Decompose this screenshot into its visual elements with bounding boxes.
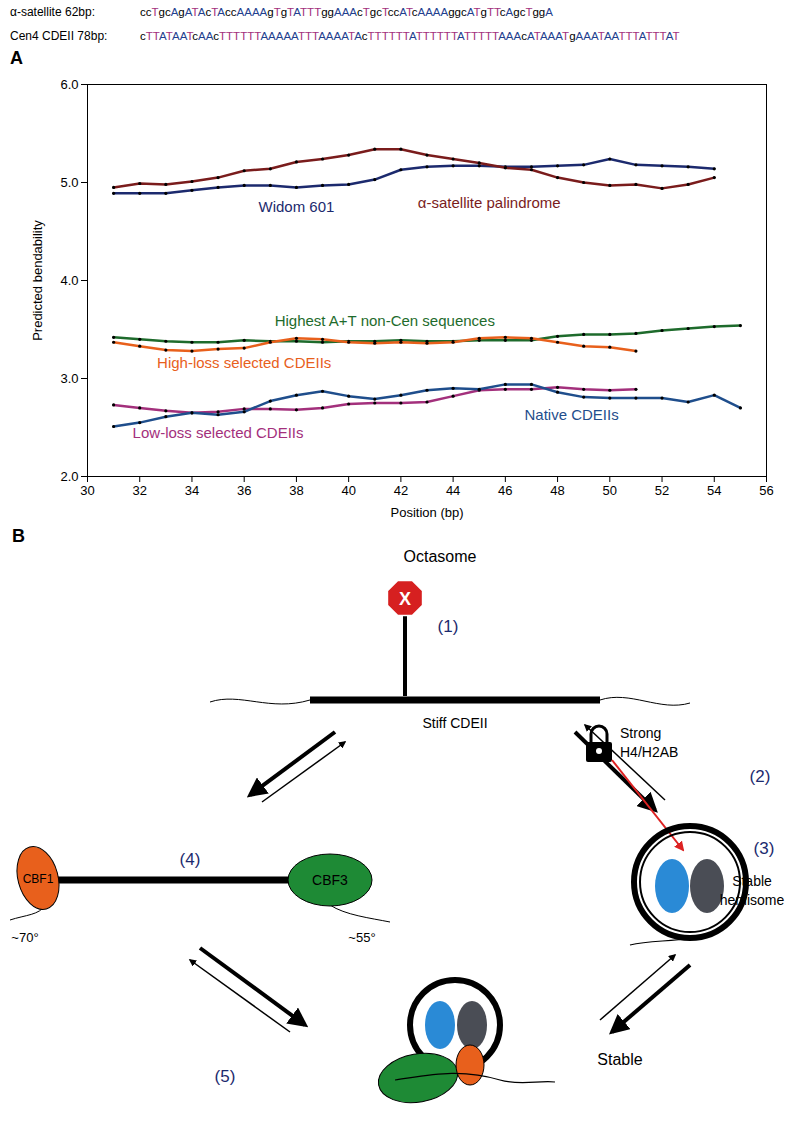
svg-text:48: 48: [550, 483, 564, 498]
svg-text:hemisome: hemisome: [720, 892, 785, 908]
svg-text:X: X: [399, 589, 411, 609]
svg-text:3.0: 3.0: [60, 371, 78, 386]
svg-text:Stable: Stable: [732, 873, 772, 889]
svg-text:40: 40: [341, 483, 355, 498]
svg-text:Octasome: Octasome: [404, 548, 477, 565]
svg-text:34: 34: [185, 483, 199, 498]
svg-text:Widom 601: Widom 601: [258, 198, 334, 215]
svg-text:36: 36: [237, 483, 251, 498]
svg-text:Native CDEIIs: Native CDEIIs: [524, 406, 618, 423]
svg-text:Stable: Stable: [597, 1051, 642, 1068]
svg-text:44: 44: [446, 483, 460, 498]
svg-text:Position (bp): Position (bp): [391, 505, 464, 520]
svg-text:2.0: 2.0: [60, 469, 78, 484]
svg-text:B: B: [12, 526, 25, 546]
svg-text:46: 46: [498, 483, 512, 498]
svg-text:32: 32: [132, 483, 146, 498]
svg-text:Stiff CDEII: Stiff CDEII: [422, 715, 487, 731]
svg-text:(5): (5): [215, 1067, 236, 1086]
svg-text:42: 42: [394, 483, 408, 498]
svg-text:(2): (2): [750, 767, 771, 786]
svg-text:38: 38: [289, 483, 303, 498]
svg-text:4.0: 4.0: [60, 273, 78, 288]
svg-text:50: 50: [603, 483, 617, 498]
svg-text:H4/H2AB: H4/H2AB: [620, 744, 678, 760]
svg-text:Cen4 CDEII 78bp:: Cen4 CDEII 78bp:: [10, 29, 107, 43]
html-text:A: A: [10, 48, 23, 68]
svg-text:56: 56: [759, 483, 773, 498]
svg-text:α-satellite palindrome: α-satellite palindrome: [418, 194, 561, 211]
svg-text:cTTATAATcAAcTTTTTTAAAAATTTAAAA: cTTATAATcAAcTTTTTTAAAAATTTAAAATAcTTTTTTA…: [140, 30, 680, 42]
svg-text:ccTgcAgATAcTAccAAAAgTgTATTTggA: ccTgcAgATAcTAccAAAAgTgTATTTggAAAcTgcTccA…: [140, 6, 553, 18]
svg-text:Strong: Strong: [620, 725, 661, 741]
svg-text:(4): (4): [180, 850, 201, 869]
svg-text:Low-loss selected CDEIIs: Low-loss selected CDEIIs: [133, 424, 304, 441]
svg-text:30: 30: [80, 483, 94, 498]
svg-text:Highest A+T non-Cen sequences: Highest A+T non-Cen sequences: [275, 312, 495, 329]
svg-text:CBF1: CBF1: [23, 872, 54, 886]
svg-text:~70°: ~70°: [11, 930, 38, 945]
svg-text:54: 54: [707, 483, 721, 498]
svg-text:(1): (1): [438, 617, 459, 636]
svg-text:5.0: 5.0: [60, 175, 78, 190]
svg-text:High-loss selected CDEIIs: High-loss selected CDEIIs: [157, 354, 331, 371]
svg-text:α-satellite 62bp:: α-satellite 62bp:: [10, 5, 95, 19]
svg-text:~55°: ~55°: [348, 930, 375, 945]
svg-text:CBF3: CBF3: [312, 872, 348, 888]
svg-text:Predicted bendability: Predicted bendability: [30, 220, 45, 341]
svg-text:6.0: 6.0: [60, 77, 78, 92]
svg-text:52: 52: [655, 483, 669, 498]
svg-text:(3): (3): [754, 839, 775, 858]
